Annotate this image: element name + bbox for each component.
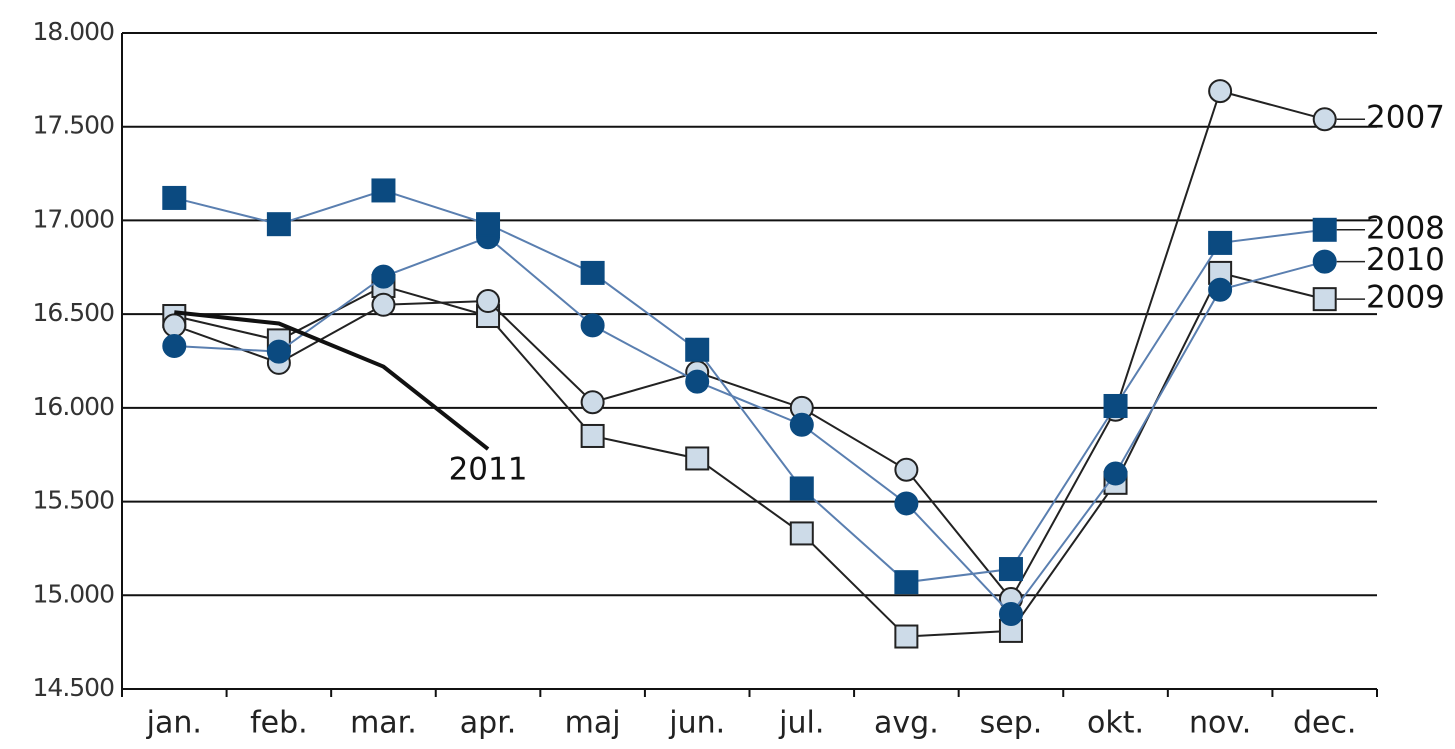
- y-tick-label: 15.000: [33, 579, 115, 608]
- point: [789, 412, 814, 437]
- point: [894, 457, 919, 482]
- point: [685, 369, 710, 394]
- point: [1312, 217, 1337, 242]
- point: [580, 423, 605, 448]
- series-line: [174, 310, 490, 451]
- point: [1208, 79, 1233, 104]
- point: [894, 570, 919, 595]
- point: [580, 313, 605, 338]
- point: [789, 476, 814, 501]
- series-label: 2008: [1366, 210, 1445, 246]
- x-tick-label: jan.: [146, 706, 202, 741]
- x-tick-label: mar.: [350, 706, 417, 741]
- y-tick-label: 14.500: [33, 673, 115, 702]
- y-tick-label: 18.000: [33, 17, 115, 46]
- point: [476, 289, 501, 314]
- x-tick-label: sep.: [980, 706, 1043, 741]
- point: [476, 212, 501, 237]
- point: [894, 491, 919, 516]
- point: [1312, 107, 1337, 132]
- x-tick-label: avg.: [874, 706, 939, 741]
- x-tick-label: jul.: [778, 706, 824, 741]
- x-tick-label: feb.: [250, 706, 308, 741]
- point: [789, 521, 814, 546]
- x-tick-label: jun.: [668, 706, 725, 741]
- y-tick-label: 15.500: [33, 486, 115, 515]
- point: [998, 557, 1023, 582]
- point: [266, 212, 291, 237]
- series-line: [174, 271, 1325, 638]
- series-label: 2010: [1366, 242, 1445, 278]
- series-label: 2009: [1366, 280, 1445, 316]
- point: [162, 185, 187, 210]
- point: [371, 264, 396, 289]
- x-tick-label: apr.: [460, 706, 517, 741]
- x-tick-label: nov.: [1189, 706, 1251, 741]
- y-tick-label: 16.500: [33, 298, 115, 327]
- x-tick-label: okt.: [1087, 706, 1144, 741]
- point: [580, 260, 605, 285]
- point: [1312, 287, 1337, 312]
- point: [580, 390, 605, 415]
- x-tick-label: maj: [565, 706, 621, 741]
- series-line: [173, 89, 1325, 601]
- x-tick-label: dec.: [1293, 706, 1357, 741]
- point: [371, 292, 396, 317]
- point: [1103, 461, 1128, 486]
- point: [998, 602, 1023, 627]
- y-tick-label: 17.000: [33, 204, 115, 233]
- point: [266, 339, 291, 364]
- point: [685, 446, 710, 471]
- point: [1312, 249, 1337, 274]
- point: [162, 313, 187, 338]
- y-tick-label: 16.000: [33, 392, 115, 421]
- point: [1208, 230, 1233, 255]
- point: [894, 624, 919, 649]
- series-label: 2007: [1366, 100, 1445, 136]
- point: [685, 337, 710, 362]
- series-label: 2011: [449, 452, 528, 488]
- point: [162, 334, 187, 359]
- point: [1103, 393, 1128, 418]
- series-line: [174, 236, 1325, 616]
- y-tick-label: 17.500: [33, 111, 115, 140]
- point: [1208, 277, 1233, 302]
- point: [371, 178, 396, 203]
- series-line: [174, 189, 1325, 584]
